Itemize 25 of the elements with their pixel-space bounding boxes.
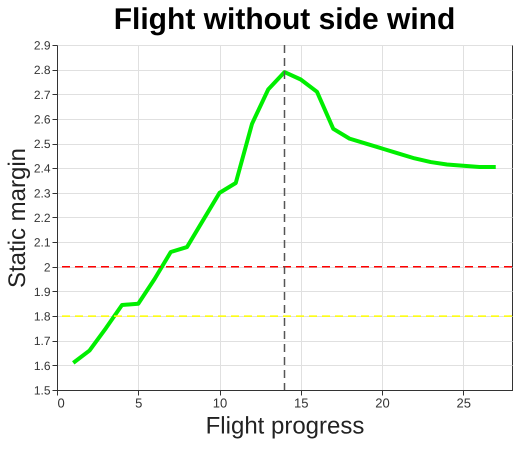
y-axis-title: Static margin: [4, 148, 31, 288]
y-tick-label: 2.7: [34, 88, 51, 102]
x-tick-label: 20: [375, 396, 390, 410]
x-tick-label: 25: [456, 396, 471, 410]
x-tick-label: 0: [58, 396, 65, 410]
y-tick-label: 1.7: [34, 334, 51, 348]
y-tick-label: 1.6: [34, 358, 51, 373]
y-tick-label: 2.1: [34, 236, 51, 250]
y-tick-label: 1.5: [34, 384, 51, 398]
y-tick-label: 2: [44, 260, 51, 274]
x-axis-title: Flight progress: [206, 412, 364, 440]
y-tick-label: 1.8: [34, 310, 51, 324]
y-tick-label: 2.6: [34, 112, 51, 126]
x-tick-label: 5: [135, 396, 142, 410]
chart-title: Flight without side wind: [114, 3, 456, 36]
x-tick-label: 10: [212, 396, 228, 410]
y-tick-label: 2.2: [34, 211, 51, 225]
y-tick-label: 2.5: [34, 137, 51, 152]
y-tick-label: 2.9: [34, 38, 51, 52]
y-tick-label: 2.3: [34, 186, 51, 200]
y-tick-label: 1.9: [34, 284, 51, 299]
line-series: [71, 70, 498, 365]
y-tick-label: 2.8: [34, 63, 51, 78]
x-tick-label: 15: [294, 396, 308, 410]
y-tick-label: 2.4: [34, 162, 51, 176]
